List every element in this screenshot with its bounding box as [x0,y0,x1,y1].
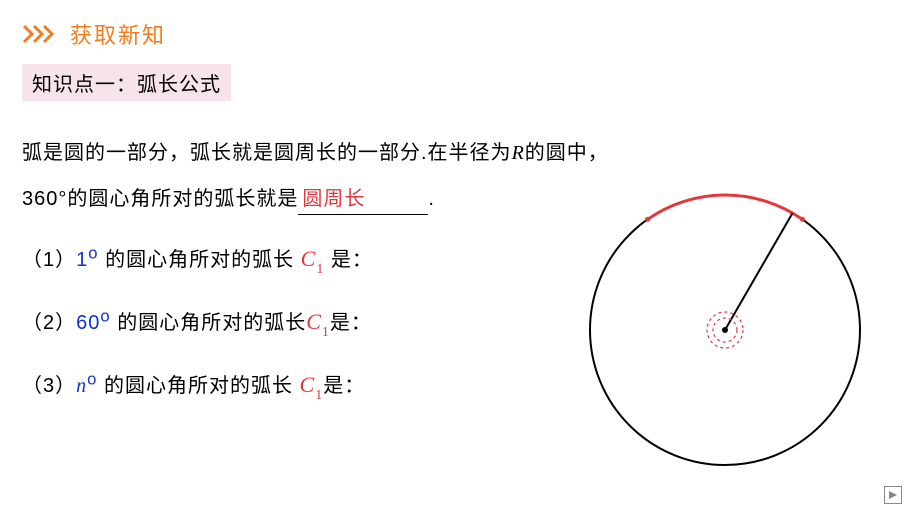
underline [298,214,428,215]
item-mid: 的圆心角所对的弧长 [99,249,301,271]
variable-r: R [512,142,525,164]
degree-symbol: o [87,369,97,388]
item-prefix: （2） [22,312,76,334]
text-segment: 的圆中， [525,142,609,164]
item-tail: 是： [330,312,372,334]
item-prefix: （1） [22,249,76,271]
degree-symbol: o [100,306,110,325]
item-mid: 的圆心角所对的弧长 [111,312,307,334]
text-segment: 360°的圆心角所对的弧长就是 [22,188,298,210]
variable-c: C [301,246,317,271]
subscript: 1 [322,325,330,340]
variable-c: C [300,372,316,397]
header-title: 获取新知 [70,18,166,50]
subscript: 1 [316,262,324,277]
subscript: 1 [315,388,323,403]
fill-blank: 圆周长 [298,185,428,213]
list-item: （3）no 的圆心角所对的弧长 C1是： [22,369,640,402]
section-header: 获取新知 [0,0,920,50]
list-item: （1）1o 的圆心角所对的弧长 C1 是： [22,243,640,276]
item-tail: 是： [324,249,373,271]
angle-value: n [76,375,87,397]
subtitle: 知识点一：弧长公式 [22,64,231,101]
text-segment: . [428,188,435,210]
variable-c: C [306,309,322,334]
content-area: 弧是圆的一部分，弧长就是圆周长的一部分.在半径为R的圆中， 360°的圆心角所对… [0,101,640,402]
blank-answer: 圆周长 [298,188,365,210]
item-mid: 的圆心角所对的弧长 [97,375,299,397]
paragraph-line-2: 360°的圆心角所对的弧长就是圆周长. [22,185,640,213]
item-tail: 是： [323,375,365,397]
text-segment: 弧是圆的一部分，弧长就是圆周长的一部分.在半径为 [22,142,512,164]
paragraph-line-1: 弧是圆的一部分，弧长就是圆周长的一部分.在半径为R的圆中， [22,139,640,167]
angle-value: 60 [76,312,100,334]
item-prefix: （3） [22,375,76,397]
angle-value: 1 [76,249,88,271]
list-item: （2）60o 的圆心角所对的弧长C1是： [22,306,640,339]
chevron-icon [22,23,62,45]
corner-icon [884,486,902,504]
circle-diagram [580,175,870,480]
item-list: （1）1o 的圆心角所对的弧长 C1 是： （2）60o 的圆心角所对的弧长C1… [22,243,640,402]
degree-symbol: o [88,243,98,262]
